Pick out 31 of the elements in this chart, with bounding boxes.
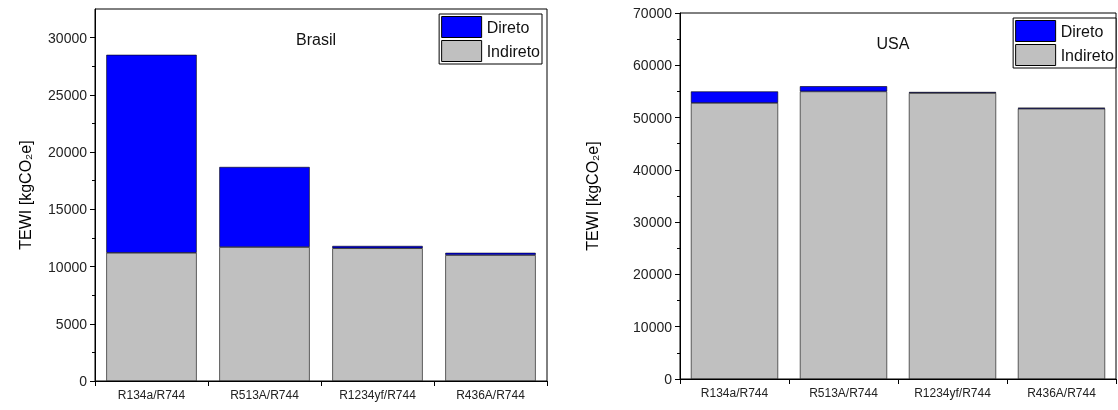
y-axis-title: TEWI [kgCO₂e] <box>583 141 601 251</box>
x-tick-label: R134a/R744 <box>700 386 769 400</box>
y-tick-label: 25000 <box>48 86 88 103</box>
legend-label: Direto <box>486 18 530 36</box>
y-tick-label: 60000 <box>633 57 673 74</box>
x-tick-label: R513A/R744 <box>809 386 879 400</box>
y-tick-label: 10000 <box>48 258 88 275</box>
y-tick-label: 30000 <box>633 214 673 231</box>
text: USA <box>876 34 910 52</box>
y-axis-title: TEWI [kgCO₂e] <box>16 140 34 250</box>
legend-label: Indireto <box>486 42 541 60</box>
y-tick-label: 30000 <box>48 29 88 46</box>
x-tick-label: R436A/R744 <box>1027 386 1097 400</box>
y-tick-label: 0 <box>79 373 88 389</box>
text: Brasil <box>295 30 337 48</box>
y-tick-label: 10000 <box>633 318 673 335</box>
y-tick-label: 40000 <box>633 161 673 178</box>
y-tick-label: 5000 <box>55 315 88 332</box>
x-tick-label: R436A/R744 <box>456 388 526 402</box>
x-tick-label: R134a/R744 <box>117 388 186 402</box>
y-tick-label: 70000 <box>633 5 673 21</box>
y-tick-label: 20000 <box>48 144 88 161</box>
x-tick-label: R1234yf/R744 <box>339 388 417 402</box>
x-tick-label: R1234yf/R744 <box>914 386 992 400</box>
y-tick-label: 20000 <box>633 266 673 283</box>
y-tick-label: 50000 <box>633 109 673 126</box>
y-tick-label: 0 <box>664 371 673 387</box>
legend-label: Direto <box>1060 22 1104 40</box>
y-tick-label: 15000 <box>48 201 88 218</box>
x-tick-label: R513A/R744 <box>230 388 300 402</box>
legend-label: Indireto <box>1060 46 1115 64</box>
